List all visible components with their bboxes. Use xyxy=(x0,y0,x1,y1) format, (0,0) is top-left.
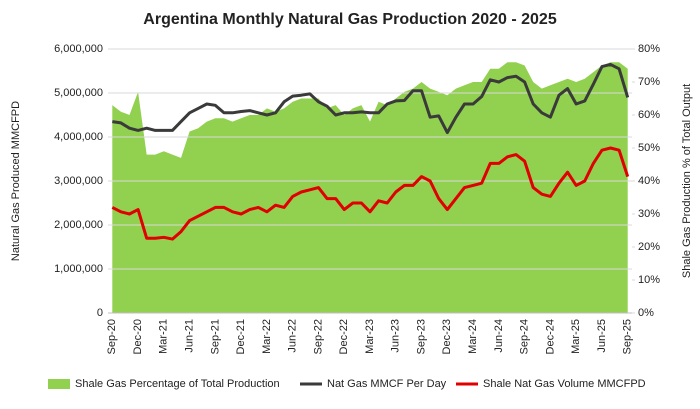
legend-label: Shale Nat Gas Volume MMCFPD xyxy=(483,378,646,390)
chart-title: Argentina Monthly Natural Gas Production… xyxy=(143,11,557,28)
y2-tick-label: 0% xyxy=(638,307,654,319)
legend-swatch xyxy=(48,379,70,389)
legend-label: Shale Gas Percentage of Total Production xyxy=(75,378,280,390)
y2-tick-label: 20% xyxy=(638,241,660,253)
y-tick-label: 6,000,000 xyxy=(54,43,103,55)
x-tick-label: Jun-23 xyxy=(390,319,402,353)
x-tick-label: Sep-23 xyxy=(415,319,427,354)
x-tick-label: Sep-21 xyxy=(209,319,221,354)
x-tick-label: Dec-21 xyxy=(235,319,247,354)
y2-tick-label: 70% xyxy=(638,76,660,88)
line xyxy=(112,62,630,135)
x-tick-label: Jun-24 xyxy=(493,319,505,353)
x-tick-label: Jun-21 xyxy=(184,319,196,353)
area xyxy=(112,62,628,314)
x-tick-label: Mar-25 xyxy=(570,319,582,354)
y2-tick-label: 30% xyxy=(638,208,660,220)
y-tick-label: 1,000,000 xyxy=(54,263,103,275)
y2-tick-label: 10% xyxy=(638,274,660,286)
y-axis-title: Natural Gas Produced MMCFPD xyxy=(10,101,22,261)
y-tick-label: 2,000,000 xyxy=(54,219,103,231)
x-tick-label: Mar-22 xyxy=(261,319,273,354)
x-tick-label: Jun-22 xyxy=(287,319,299,353)
x-tick-label: Jun-25 xyxy=(596,319,608,353)
y-tick-label: 0 xyxy=(97,307,103,319)
x-tick-label: Mar-21 xyxy=(158,319,170,354)
y2-tick-label: 50% xyxy=(638,142,660,154)
line xyxy=(111,146,630,241)
y2-axis-title: Shale Gas Production % of Total Output xyxy=(681,84,693,278)
x-tick-label: Dec-20 xyxy=(132,319,144,354)
x-tick-label: Sep-24 xyxy=(519,319,531,354)
x-tick-label: Mar-23 xyxy=(364,319,376,354)
y2-tick-label: 40% xyxy=(638,175,660,187)
y2-tick-label: 80% xyxy=(638,43,660,55)
x-tick-label: Dec-24 xyxy=(544,319,556,354)
x-tick-label: Sep-22 xyxy=(312,319,324,354)
x-tick-label: Sep-20 xyxy=(106,319,118,354)
x-tick-label: Sep-25 xyxy=(622,319,634,354)
y2-tick-label: 60% xyxy=(638,109,660,121)
x-tick-label: Dec-23 xyxy=(441,319,453,354)
legend-label: Nat Gas MMCF Per Day xyxy=(327,378,447,390)
y-tick-label: 3,000,000 xyxy=(54,175,103,187)
x-tick-label: Mar-24 xyxy=(467,319,479,354)
y-tick-label: 5,000,000 xyxy=(54,87,103,99)
x-tick-label: Dec-22 xyxy=(338,319,350,354)
y-tick-label: 4,000,000 xyxy=(54,131,103,143)
